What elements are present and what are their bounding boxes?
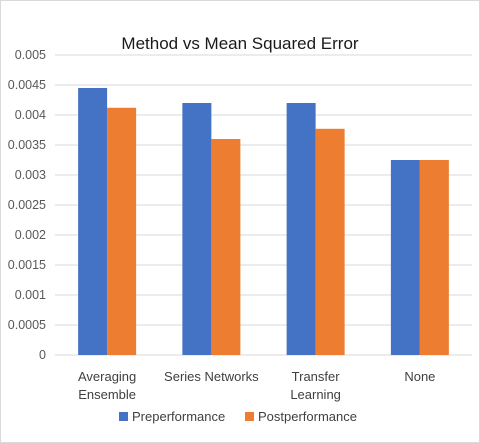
x-category-label: Learning — [290, 387, 341, 402]
bar-postperformance-1 — [211, 139, 241, 355]
bar-preperformance-1 — [182, 103, 212, 355]
legend-label-preperformance: Preperformance — [132, 409, 225, 424]
bar-postperformance-0 — [107, 107, 137, 355]
y-tick-label: 0.0015 — [8, 258, 46, 272]
x-category-label: Averaging — [78, 369, 136, 384]
legend-swatch-postperformance — [245, 412, 254, 421]
y-tick-label: 0.0025 — [8, 198, 46, 212]
x-category-label: Transfer — [292, 369, 341, 384]
x-category-label: Ensemble — [78, 387, 136, 402]
bars — [78, 88, 449, 355]
chart-title: Method vs Mean Squared Error — [121, 34, 359, 53]
y-tick-label: 0.004 — [15, 108, 46, 122]
bar-preperformance-3 — [390, 160, 420, 355]
bar-postperformance-3 — [419, 160, 449, 355]
y-axis-tick-labels: 0 0.0005 0.001 0.0015 0.002 0.0025 0.003 0.0035… — [8, 48, 46, 362]
x-axis-category-labels: Averaging Ensemble Series Networks Transfer… — [78, 369, 435, 402]
legend: Preperformance Postperformance — [119, 409, 357, 424]
legend-label-postperformance: Postperformance — [258, 409, 357, 424]
bar-preperformance-2 — [286, 103, 316, 355]
bar-preperformance-0 — [78, 88, 108, 355]
y-tick-label: 0.001 — [15, 288, 46, 302]
y-tick-label: 0.0045 — [8, 78, 46, 92]
y-tick-label: 0.003 — [15, 168, 46, 182]
legend-swatch-preperformance — [119, 412, 128, 421]
y-tick-label: 0 — [39, 348, 46, 362]
y-tick-label: 0.005 — [15, 48, 46, 62]
y-tick-label: 0.002 — [15, 228, 46, 242]
bar-postperformance-2 — [315, 128, 345, 355]
x-category-label: Series Networks — [164, 369, 259, 384]
x-category-label: None — [404, 369, 435, 384]
y-tick-label: 0.0035 — [8, 138, 46, 152]
y-tick-label: 0.0005 — [8, 318, 46, 332]
